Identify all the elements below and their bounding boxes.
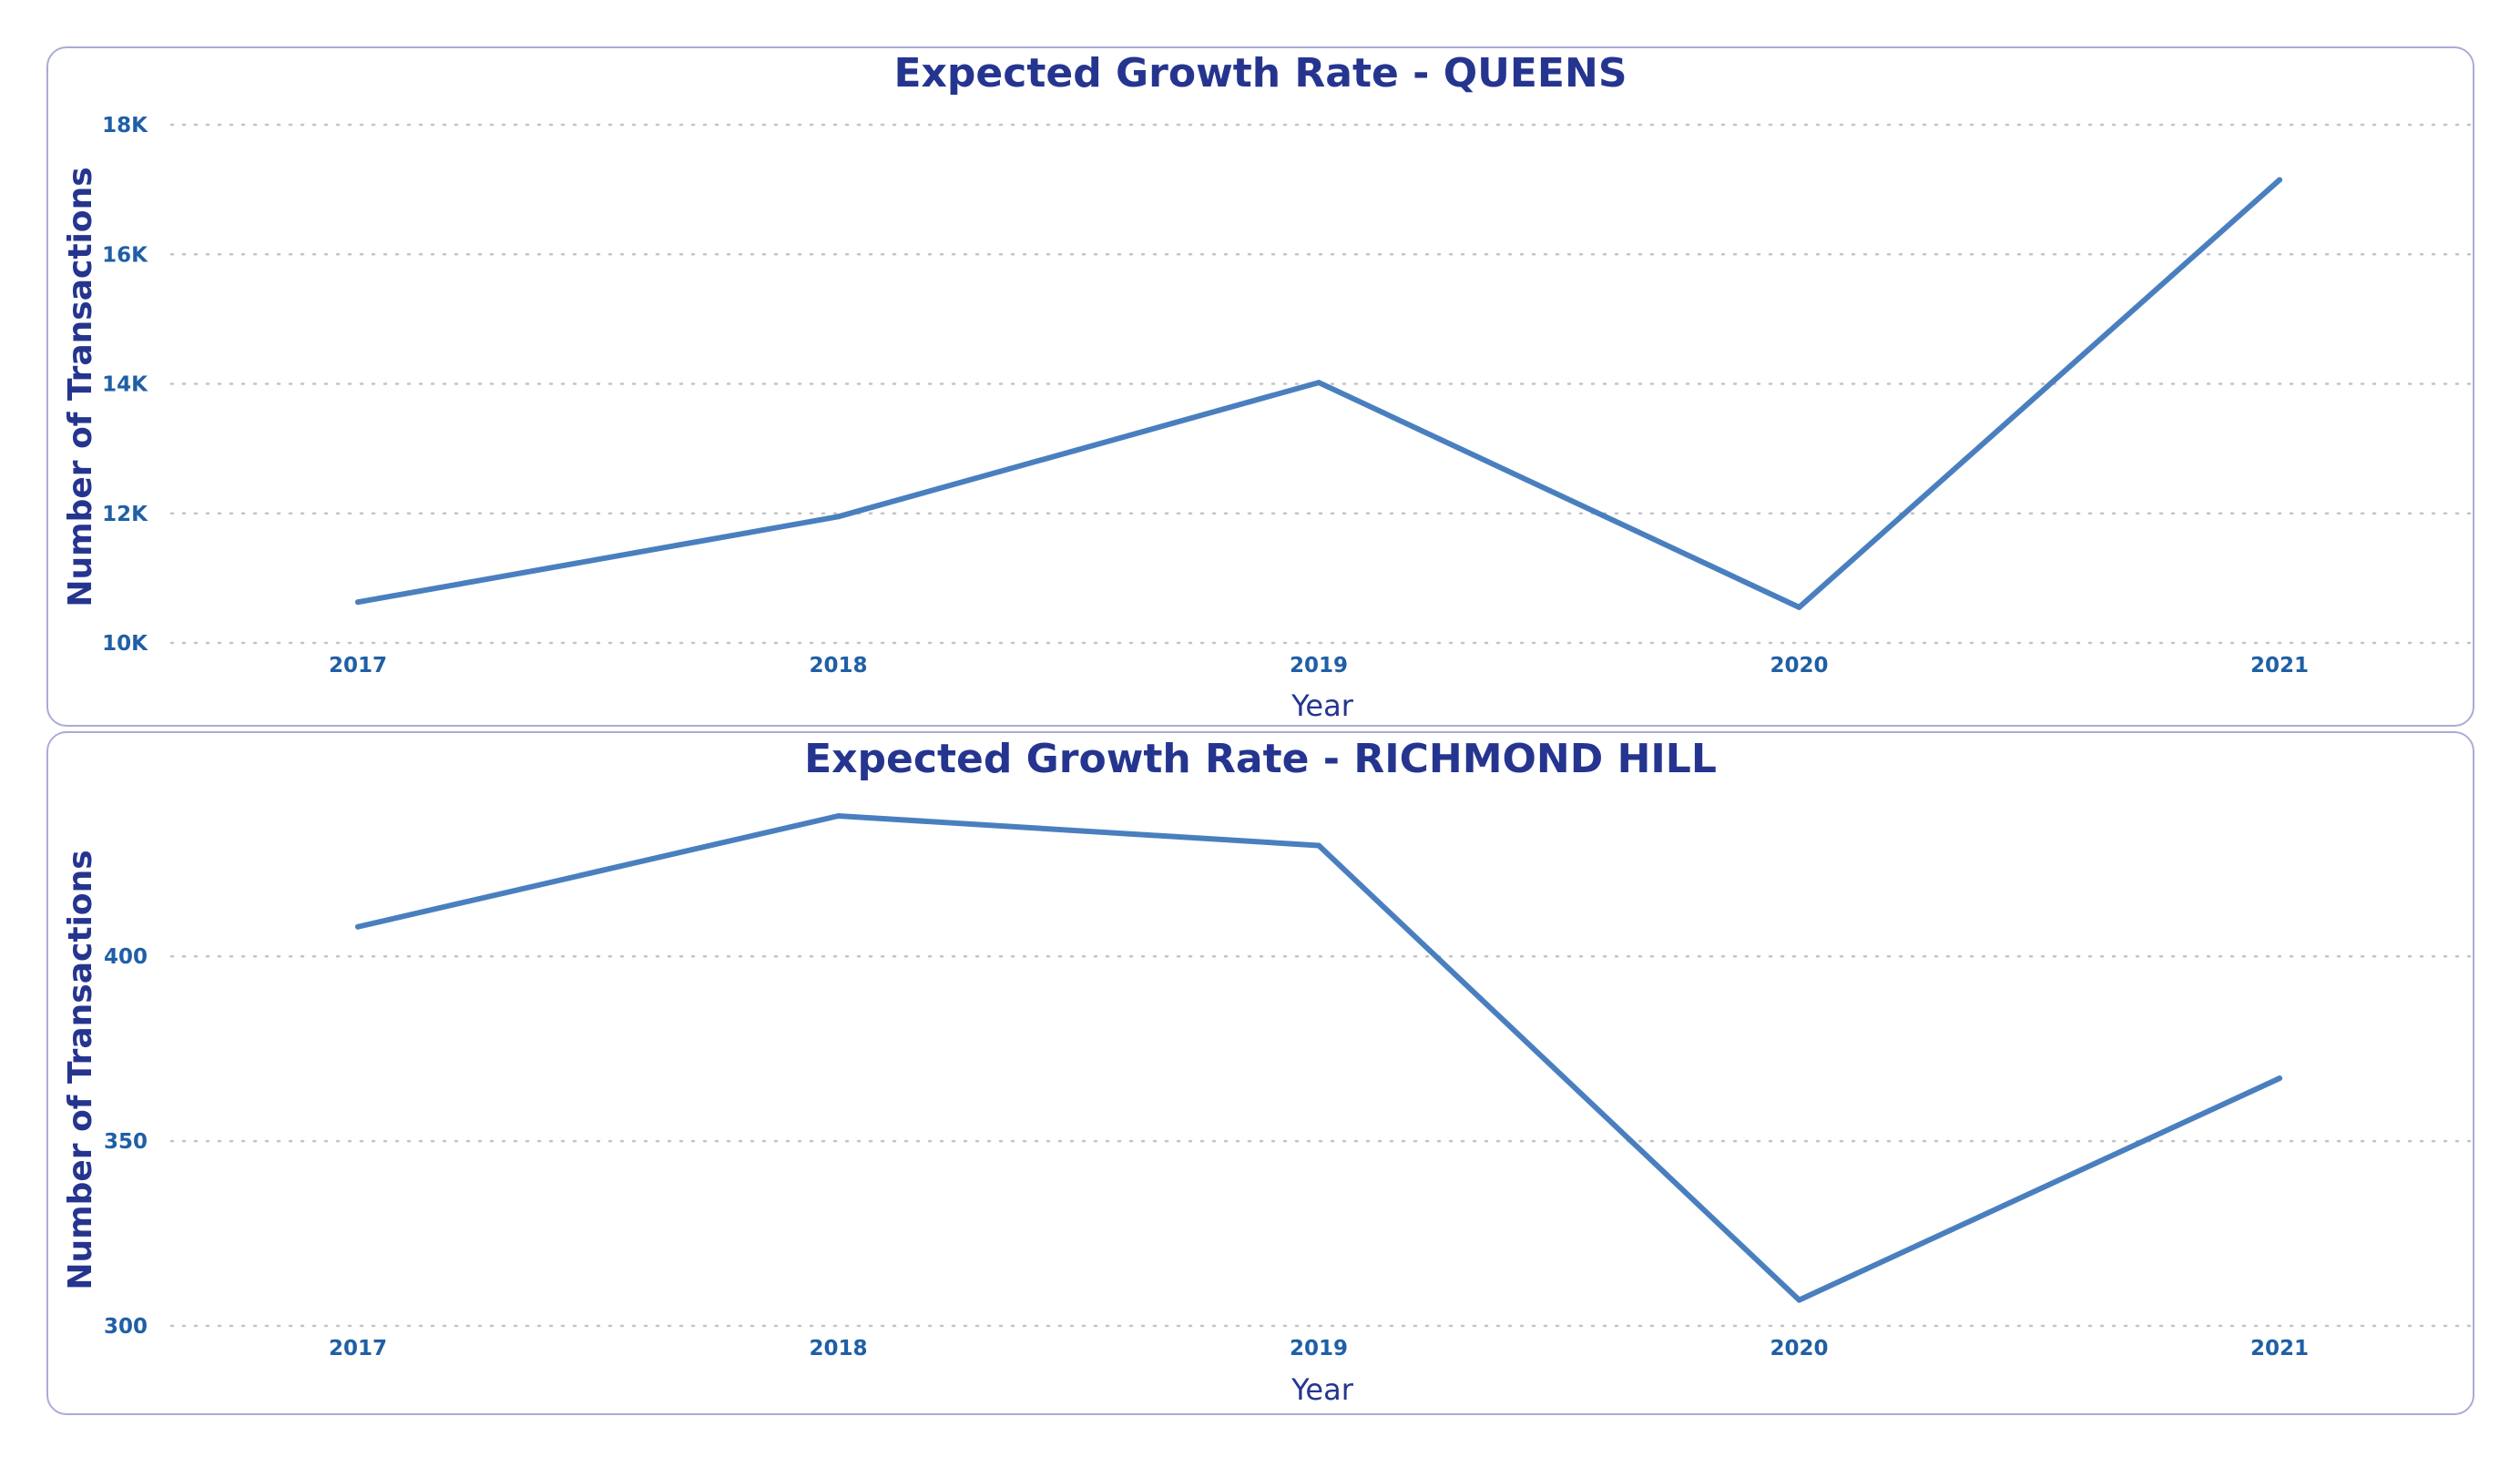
x-tick-label: 2021: [2250, 654, 2309, 678]
y-axis-label: Number of Transactions: [62, 850, 99, 1289]
chart-panel-queens: [46, 46, 2474, 727]
series-line: [355, 177, 2282, 610]
series-line: [355, 813, 2282, 1303]
data-point: [1796, 1297, 1802, 1303]
y-tick-label: 16K: [102, 243, 148, 267]
x-tick-label: 2017: [329, 654, 387, 678]
y-tick-label: 10K: [102, 632, 148, 656]
chart-queens: Expected Growth Rate - QUEENS Number of …: [62, 50, 2474, 723]
data-point: [2277, 1075, 2282, 1082]
y-tick-label: 350: [104, 1130, 148, 1154]
y-tick-label: 300: [104, 1315, 148, 1339]
chart-richmond-hill: Expected Growth Rate - RICHMOND HILL Num…: [62, 736, 2474, 1407]
data-point: [835, 813, 842, 819]
y-axis-label: Number of Transactions: [62, 167, 99, 606]
x-tick-label: 2019: [1290, 654, 1348, 678]
data-point: [1796, 604, 1802, 610]
y-tick-label: 14K: [102, 373, 148, 397]
x-axis-label: Year: [1291, 1372, 1354, 1407]
chart-title: Expected Growth Rate - RICHMOND HILL: [804, 736, 1717, 782]
x-tick-label: 2021: [2250, 1337, 2309, 1360]
x-axis-label: Year: [1291, 688, 1354, 723]
data-point: [1316, 380, 1321, 386]
data-point: [2277, 177, 2282, 183]
gridlines: [169, 954, 2474, 1328]
y-tick-label: 18K: [102, 114, 148, 138]
y-tick-labels: 300 350 400: [104, 945, 148, 1339]
x-tick-label: 2018: [809, 654, 867, 678]
data-point: [355, 923, 361, 930]
data-point: [355, 599, 361, 606]
data-point: [835, 514, 842, 520]
y-tick-label: 12K: [102, 503, 148, 526]
y-tick-label: 400: [104, 945, 148, 969]
x-tick-label: 2020: [1770, 654, 1828, 678]
x-tick-labels: 2017 2018 2019 2020 2021: [329, 1337, 2309, 1360]
y-tick-labels: 10K 12K 14K 16K 18K: [102, 114, 148, 656]
series-layer: [355, 177, 2282, 610]
x-tick-label: 2018: [809, 1337, 867, 1360]
x-tick-label: 2017: [329, 1337, 387, 1360]
x-tick-label: 2019: [1290, 1337, 1348, 1360]
chart-title: Expected Growth Rate - QUEENS: [893, 50, 1627, 97]
series-layer: [355, 813, 2282, 1303]
x-tick-label: 2020: [1770, 1337, 1828, 1360]
data-point: [1316, 842, 1321, 849]
x-tick-labels: 2017 2018 2019 2020 2021: [329, 654, 2309, 678]
chart-panel-richmond-hill: [46, 731, 2474, 1415]
